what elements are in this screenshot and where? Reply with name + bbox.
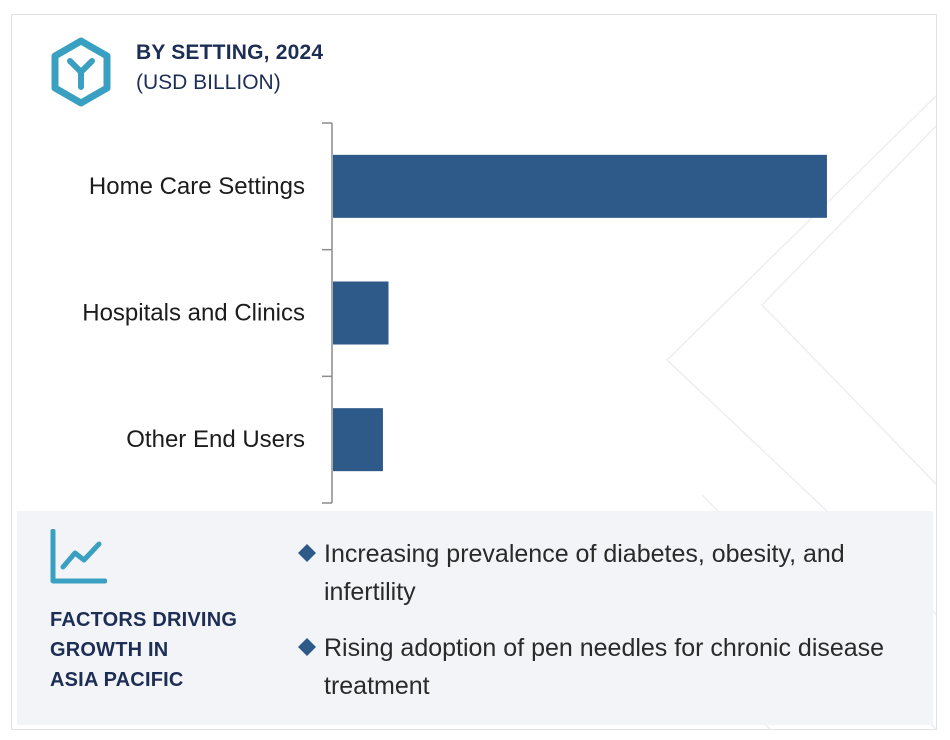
bar-chart: Home Care Settings Hospitals and Clinics O… [82, 122, 827, 504]
hexagon-logo-icon [51, 37, 111, 107]
factors-heading: FACTORS DRIVING GROWTH IN ASIA PACIFIC [50, 605, 280, 695]
infographic-card: BY SETTING, 2024 (USD BILLION) Home Care… [11, 14, 937, 730]
factor-text: Increasing prevalence of diabetes, obesi… [324, 540, 845, 606]
factors-panel: FACTORS DRIVING GROWTH IN ASIA PACIFIC I… [17, 511, 933, 725]
category-label: Other End Users [126, 426, 305, 453]
chart-title: BY SETTING, 2024 [136, 41, 324, 64]
category-label: Home Care Settings [89, 173, 305, 200]
factors-heading-line: ASIA PACIFIC [50, 669, 184, 691]
factors-heading-line: GROWTH IN [50, 639, 169, 661]
trend-chart-icon [50, 529, 107, 584]
factors-list: Increasing prevalence of diabetes, obesi… [297, 535, 897, 723]
bar [333, 154, 827, 218]
diamond-bullet-icon [298, 544, 316, 562]
category-label: Hospitals and Clinics [82, 300, 305, 327]
diamond-bullet-icon [298, 638, 316, 656]
list-item: Increasing prevalence of diabetes, obesi… [297, 535, 897, 611]
factors-heading-line: FACTORS DRIVING [50, 609, 238, 631]
factor-text: Rising adoption of pen needles for chron… [324, 634, 885, 700]
bar [333, 408, 383, 472]
chart-subtitle: (USD BILLION) [136, 71, 281, 94]
bar [333, 281, 389, 345]
list-item: Rising adoption of pen needles for chron… [297, 629, 897, 705]
